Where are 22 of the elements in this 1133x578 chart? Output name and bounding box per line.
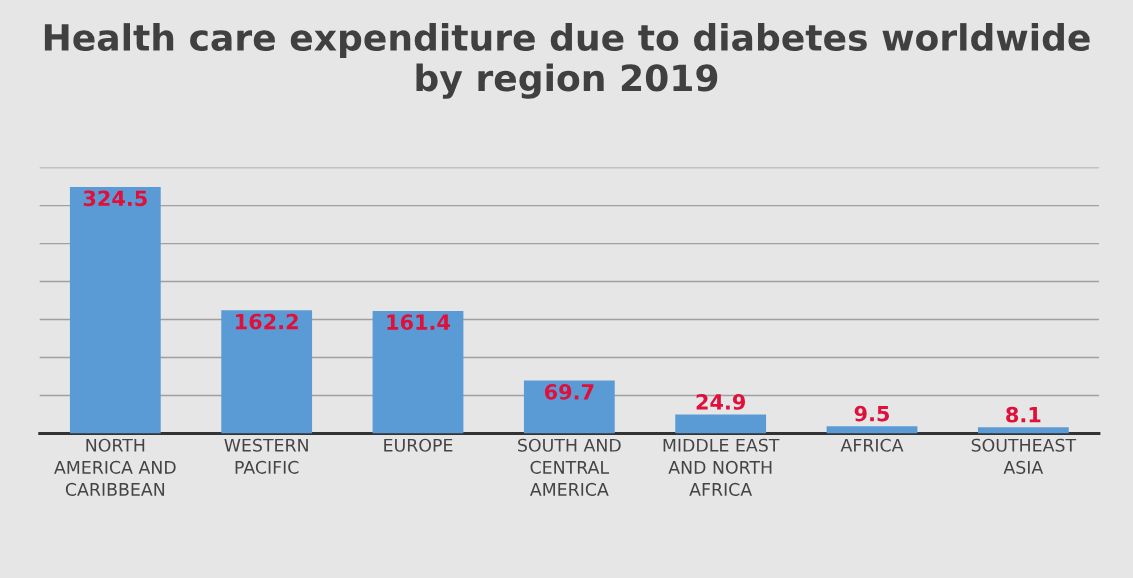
bar — [69, 186, 161, 434]
data-label: 161.4 — [387, 314, 450, 331]
x-tick-label: SOUTHEAST ASIA — [971, 438, 1077, 474]
x-tick-label: WESTERN PACIFIC — [224, 438, 308, 474]
bar — [826, 426, 918, 434]
data-label: 24.9 — [696, 394, 746, 410]
data-label: 69.7 — [544, 383, 594, 400]
x-tick-label: EUROPE — [384, 438, 453, 452]
bar — [221, 310, 313, 434]
data-label: 162.2 — [236, 313, 298, 330]
bar — [523, 380, 615, 434]
data-label: 9.5 — [854, 405, 889, 422]
bar — [977, 427, 1069, 434]
x-tick-label: MIDDLE EAST AND NORTH AFRICA — [663, 438, 780, 496]
data-label: 324.5 — [83, 190, 147, 207]
bar — [372, 310, 464, 434]
bar — [675, 414, 767, 434]
chart-title: Health care expenditure due to diabetes worldwide by region 2019 — [44, 23, 1090, 99]
data-label: 8.1 — [1006, 406, 1041, 423]
x-tick-label: NORTH AMERICA AND CARIBBEAN — [54, 438, 176, 496]
x-tick-label: SOUTH AND CENTRAL AMERICA — [518, 438, 621, 496]
x-tick-label: AFRICA — [840, 438, 904, 452]
